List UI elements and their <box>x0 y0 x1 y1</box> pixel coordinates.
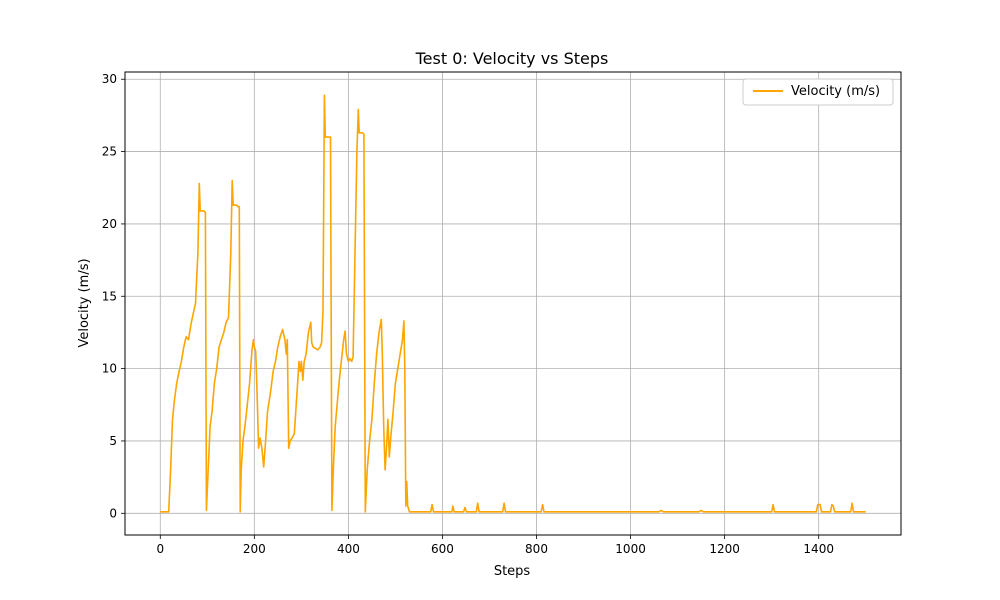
x-tick-label: 0 <box>156 542 164 556</box>
y-tick-label: 30 <box>102 72 117 86</box>
plot-series <box>160 94 866 513</box>
x-axis-label: Steps <box>494 564 531 579</box>
y-axis-label: Velocity (m/s) <box>77 258 92 347</box>
x-tick-label: 400 <box>337 542 360 556</box>
grid-lines <box>125 72 901 535</box>
chart-title: Test 0: Velocity vs Steps <box>415 49 609 68</box>
x-tick-label: 1000 <box>615 542 646 556</box>
x-tick-label: 200 <box>243 542 266 556</box>
y-tick-label: 20 <box>102 217 117 231</box>
x-tick-label: 800 <box>525 542 548 556</box>
y-tick-label: 10 <box>102 362 117 376</box>
axis-ticks: 0 200 400 600 800 1000 1200 1400 0 5 10 15 20 25 30 <box>102 72 834 556</box>
legend: Velocity (m/s) <box>742 78 894 106</box>
x-tick-label: 600 <box>431 542 454 556</box>
y-tick-label: 0 <box>109 506 117 520</box>
legend-label: Velocity (m/s) <box>791 84 880 99</box>
y-tick-label: 5 <box>109 434 117 448</box>
plot-frame <box>124 71 902 536</box>
x-tick-label: 1400 <box>803 542 834 556</box>
y-tick-label: 25 <box>102 145 117 159</box>
y-tick-label: 15 <box>102 289 117 303</box>
legend-box <box>742 78 894 106</box>
series-line-velocity <box>160 94 866 513</box>
x-tick-label: 1200 <box>709 542 740 556</box>
